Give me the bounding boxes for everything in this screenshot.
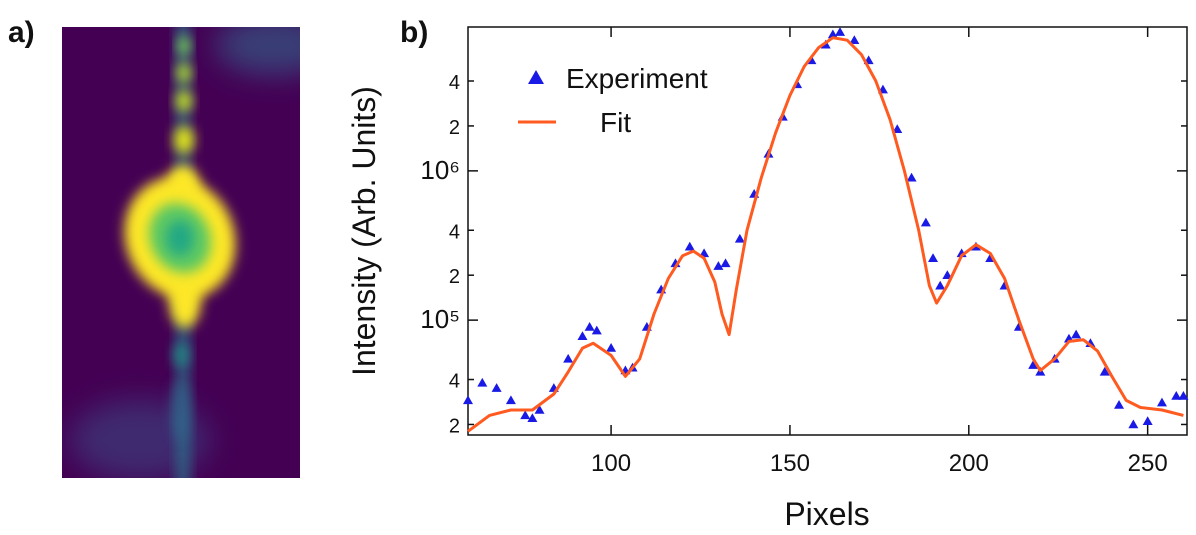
diffraction-image xyxy=(62,27,300,478)
data-point xyxy=(606,343,617,352)
data-point xyxy=(477,377,488,387)
y-tick-label: 2 xyxy=(449,415,460,437)
data-point xyxy=(827,29,838,39)
data-point xyxy=(906,172,917,182)
data-point xyxy=(1028,360,1039,369)
data-point xyxy=(1114,400,1125,409)
data-point xyxy=(720,258,731,268)
data-point xyxy=(1128,419,1139,429)
fit-line xyxy=(467,36,1184,433)
data-point xyxy=(577,331,588,340)
data-point xyxy=(713,261,724,270)
x-tick-label: 150 xyxy=(770,450,810,477)
data-point xyxy=(1178,391,1189,400)
data-point xyxy=(1099,366,1110,376)
data-point xyxy=(463,395,473,405)
x-tick-label: 250 xyxy=(1128,450,1168,477)
data-point xyxy=(1156,397,1167,407)
y-tick-label: 2 xyxy=(449,266,460,288)
panel-label: b) xyxy=(400,16,428,49)
x-tick-label: 100 xyxy=(591,450,631,477)
y-tick-label: 4 xyxy=(449,72,460,94)
x-axis-label: Pixels xyxy=(784,496,869,532)
data-point xyxy=(849,35,860,44)
y-tick-label: 10⁶ xyxy=(420,155,460,185)
y-tick-label: 4 xyxy=(449,221,460,243)
data-point xyxy=(591,325,602,335)
legend-label: Experiment xyxy=(566,63,708,94)
data-point xyxy=(505,395,516,405)
legend-label: Fit xyxy=(600,107,631,138)
panel-label: a) xyxy=(8,16,35,49)
data-point xyxy=(520,410,531,420)
data-point xyxy=(935,280,946,290)
data-point xyxy=(835,27,846,36)
legend-marker xyxy=(528,70,544,84)
y-axis-label: Intensity (Arb. Units) xyxy=(346,86,382,376)
data-point xyxy=(491,383,502,392)
data-point xyxy=(534,404,545,414)
data-point xyxy=(920,217,931,227)
data-point xyxy=(584,321,595,331)
data-point xyxy=(684,241,695,251)
y-tick-label: 10⁵ xyxy=(420,304,460,334)
data-point xyxy=(942,270,953,279)
data-point xyxy=(563,353,574,363)
data-point xyxy=(527,413,538,423)
data-point xyxy=(1142,416,1153,426)
data-point xyxy=(734,233,745,243)
y-tick-label: 4 xyxy=(449,371,460,393)
data-point xyxy=(1171,391,1182,400)
x-tick-label: 200 xyxy=(949,450,989,477)
data-point xyxy=(1071,329,1082,339)
data-point xyxy=(928,253,939,262)
y-tick-label: 2 xyxy=(449,117,460,139)
